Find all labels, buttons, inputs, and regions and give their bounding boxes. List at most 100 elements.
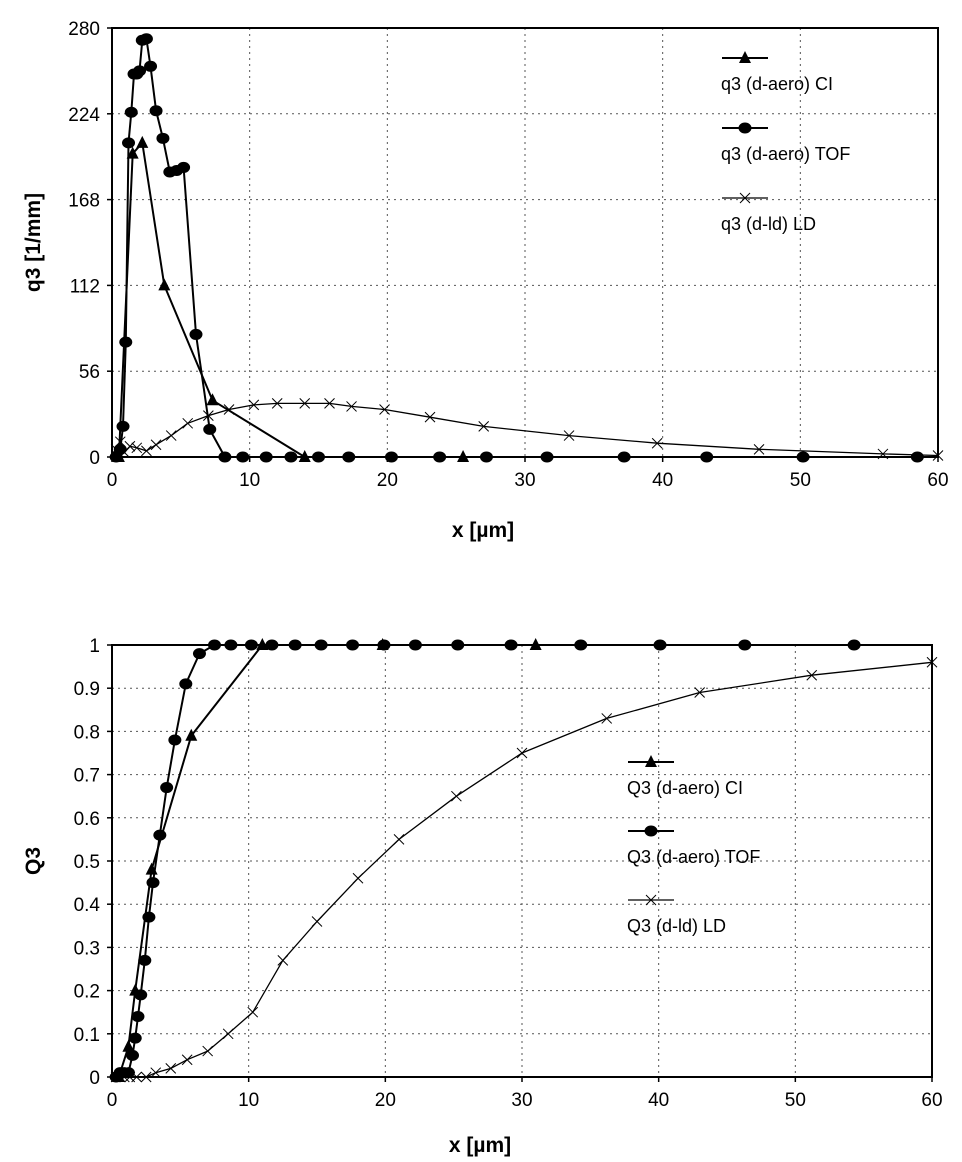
x-tick-label: 20 [377, 470, 398, 491]
point-marker [574, 639, 588, 651]
y-tick-label: 224 [68, 105, 100, 126]
series-triangle [112, 135, 470, 462]
point-marker [122, 137, 136, 149]
point-marker [393, 834, 405, 845]
x-tick-label: 0 [107, 1090, 118, 1111]
x-tick-label: 50 [790, 470, 811, 491]
legend-label: q3 (d-aero) CI [721, 74, 833, 94]
point-marker [224, 639, 238, 651]
point-marker [244, 639, 258, 651]
point-marker [271, 398, 283, 409]
point-marker [144, 60, 158, 72]
y-tick-label: 0.8 [74, 722, 100, 743]
y-tick-label: 168 [68, 191, 100, 212]
point-marker [265, 639, 279, 651]
point-marker [645, 755, 657, 767]
y-axis-label: q3 [1/mm] [22, 193, 45, 292]
point-marker [203, 410, 214, 421]
legend-entry: Q3 (d-aero) CI [627, 755, 743, 798]
point-marker [131, 1071, 142, 1083]
point-marker [645, 894, 657, 906]
point-marker [644, 825, 658, 837]
point-marker [451, 790, 462, 802]
y-tick-label: 112 [70, 276, 100, 297]
point-marker [288, 639, 302, 651]
point-marker [796, 451, 810, 463]
point-marker [346, 639, 360, 651]
point-marker [451, 639, 465, 651]
point-marker [653, 639, 667, 651]
point-marker [617, 451, 631, 463]
point-marker [312, 451, 325, 463]
point-marker [601, 713, 613, 724]
point-marker [324, 398, 335, 409]
y-tick-label: 0.4 [74, 895, 101, 916]
point-marker [128, 1032, 142, 1044]
point-marker [259, 451, 273, 463]
legend-label: q3 (d-ld) LD [721, 214, 816, 234]
point-marker [116, 420, 130, 432]
point-marker [910, 451, 924, 463]
series-line [115, 402, 939, 457]
point-marker [277, 955, 289, 966]
x-tick-label: 10 [238, 1090, 259, 1111]
point-marker [141, 445, 152, 457]
point-marker [150, 439, 162, 451]
point-marker [142, 911, 156, 923]
point-marker [877, 448, 889, 460]
point-marker [314, 639, 328, 651]
legend-label: q3 (d-aero) TOF [721, 144, 850, 164]
legend-entry: q3 (d-aero) TOF [721, 122, 850, 164]
series-x [110, 398, 944, 461]
point-marker [739, 51, 751, 63]
x-tick-label: 50 [785, 1090, 806, 1111]
y-tick-label: 56 [79, 362, 100, 383]
x-axis-label: x [µm] [449, 1134, 511, 1157]
point-marker [192, 648, 206, 660]
point-marker [806, 669, 818, 681]
series-circle [109, 33, 924, 463]
point-marker [110, 443, 122, 455]
point-marker [126, 146, 139, 159]
y-tick-label: 0 [89, 448, 100, 469]
point-marker [847, 639, 861, 651]
y-tick-label: 0.3 [74, 938, 100, 959]
x-axis-label: x [µm] [452, 519, 514, 542]
point-marker [433, 451, 447, 463]
point-marker [206, 393, 219, 406]
point-marker [149, 105, 163, 117]
point-marker [156, 132, 170, 144]
point-marker [700, 451, 714, 463]
point-marker [165, 1063, 177, 1074]
series-line [117, 141, 464, 458]
point-marker [346, 401, 357, 412]
x-tick-label: 60 [921, 1090, 942, 1111]
x-tick-label: 30 [511, 1090, 532, 1111]
series-x [110, 656, 938, 1083]
point-marker [218, 451, 232, 463]
y-tick-label: 0.5 [74, 852, 100, 873]
series-line [116, 661, 933, 1078]
point-marker [122, 1039, 135, 1052]
point-marker [311, 916, 323, 927]
point-marker [202, 1045, 214, 1057]
series-line [115, 37, 918, 458]
point-marker [119, 336, 133, 348]
y-axis-label: Q3 [22, 847, 45, 875]
x-tick-label: 30 [514, 470, 535, 491]
q3-density-chart: 0 10 20 30 40 50 60 0 56 112 168 224 280 x [µm] q3 [1/… [22, 19, 949, 542]
x-tick-label: 40 [652, 470, 673, 491]
y-tick-label: 0 [89, 1068, 100, 1089]
legend: Q3 (d-aero) CI Q3 (d-aero) TOF Q3 (d-ld) L… [627, 755, 760, 936]
point-marker [247, 1006, 259, 1018]
point-marker [168, 734, 182, 746]
y-tick-label: 0.2 [74, 982, 100, 1003]
point-marker [516, 747, 528, 759]
point-marker [138, 954, 152, 966]
point-marker [124, 440, 136, 452]
point-marker [738, 122, 752, 134]
legend-entry: Q3 (d-ld) LD [627, 894, 726, 936]
point-marker [651, 437, 663, 449]
point-marker [478, 421, 490, 432]
